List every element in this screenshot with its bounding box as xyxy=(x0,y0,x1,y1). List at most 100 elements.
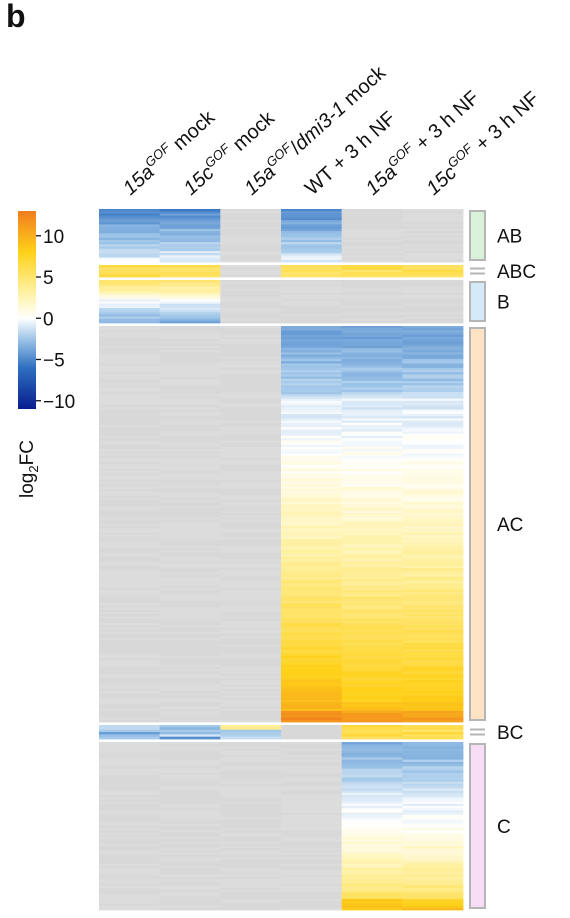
heatmap-cell xyxy=(220,546,282,549)
heatmap-cell xyxy=(341,517,403,520)
heatmap-cell xyxy=(159,528,221,531)
heatmap-cell xyxy=(281,779,343,783)
heatmap-cell xyxy=(220,239,282,243)
heatmap-cell xyxy=(281,658,343,661)
heatmap-cell xyxy=(99,535,161,538)
heatmap-cell xyxy=(402,579,464,582)
heatmap-cell xyxy=(220,823,282,827)
heatmap-cell xyxy=(99,286,161,289)
heatmap-cell xyxy=(159,239,221,243)
heatmap-cell xyxy=(402,872,464,876)
heatmap-cell xyxy=(402,750,464,754)
heatmap-cell xyxy=(281,903,343,906)
heatmap-cell xyxy=(341,504,403,507)
heatmap-cell xyxy=(99,826,161,829)
heatmap-cell xyxy=(281,389,343,393)
heatmap-cell xyxy=(220,407,282,410)
heatmap-cell xyxy=(220,361,282,364)
heatmap-cell xyxy=(341,409,403,413)
heatmap-cell xyxy=(402,689,464,692)
heatmap-cell xyxy=(159,883,221,887)
heatmap-cell xyxy=(402,548,464,551)
heatmap-cell xyxy=(159,748,221,752)
heatmap-cell xyxy=(402,475,464,479)
heatmap-cell xyxy=(220,766,282,769)
heatmap-cell xyxy=(281,374,343,377)
heatmap-cell xyxy=(159,803,221,807)
heatmap-cell xyxy=(159,814,221,818)
heatmap-cell xyxy=(281,901,343,904)
heatmap-cell xyxy=(220,647,282,650)
heatmap-cell xyxy=(220,475,282,479)
heatmap-cell xyxy=(402,290,464,294)
heatmap-cell xyxy=(220,541,282,545)
heatmap-cell xyxy=(281,411,343,415)
heatmap-cell xyxy=(341,248,403,252)
heatmap-cell xyxy=(159,477,221,481)
heatmap-cell xyxy=(402,695,464,699)
heatmap-cell xyxy=(99,797,161,800)
heatmap-cell xyxy=(281,634,343,637)
heatmap-cell xyxy=(341,458,403,461)
heatmap-cell xyxy=(220,863,282,867)
heatmap-cell xyxy=(159,658,221,661)
heatmap-cell xyxy=(281,508,343,512)
heatmap-cell xyxy=(159,850,221,853)
heatmap-cell xyxy=(220,592,282,595)
heatmap-cell xyxy=(159,466,221,470)
heatmap-cell xyxy=(220,326,282,329)
heatmap-cell xyxy=(402,363,464,366)
heatmap-cell xyxy=(402,601,464,604)
heatmap-cell xyxy=(220,348,282,351)
heatmap-cell xyxy=(99,744,161,747)
heatmap-cell xyxy=(341,471,403,474)
heatmap-cell xyxy=(220,892,282,895)
heatmap-cell xyxy=(402,874,464,878)
heatmap-cell xyxy=(159,425,221,428)
heatmap-cell xyxy=(220,660,282,663)
heatmap-cell xyxy=(159,458,221,461)
heatmap-cell xyxy=(281,367,343,371)
heatmap-cell xyxy=(281,744,343,747)
heatmap-cell xyxy=(220,226,282,230)
heatmap-cell xyxy=(402,859,464,862)
heatmap-cell xyxy=(99,607,161,611)
heatmap-cell xyxy=(281,725,343,728)
heatmap-cell xyxy=(402,881,464,884)
heatmap-cell xyxy=(402,473,464,476)
heatmap-cell xyxy=(99,812,161,816)
heatmap-cell xyxy=(99,326,161,329)
heatmap-cell xyxy=(402,559,464,562)
heatmap-cell xyxy=(99,647,161,650)
heatmap-cell xyxy=(159,708,221,712)
heatmap-cell xyxy=(281,248,343,252)
heatmap-cell xyxy=(220,574,282,578)
heatmap-cell xyxy=(159,594,221,597)
heatmap-cell xyxy=(341,320,403,324)
heatmap-cell xyxy=(99,784,161,787)
heatmap-cell xyxy=(99,272,161,275)
heatmap-cell xyxy=(99,521,161,525)
heatmap-cell xyxy=(99,392,161,395)
heatmap-cell xyxy=(99,609,161,613)
heatmap-cell xyxy=(281,244,343,247)
heatmap-cell xyxy=(341,852,403,856)
heatmap-cell xyxy=(402,823,464,827)
heatmap-cell xyxy=(341,623,403,626)
heatmap-cell xyxy=(220,242,282,245)
heatmap-cell xyxy=(281,215,343,219)
heatmap-cell xyxy=(281,819,343,822)
heatmap-cell xyxy=(402,609,464,613)
heatmap-cell xyxy=(281,852,343,856)
heatmap-cell xyxy=(220,334,282,338)
heatmap-cell xyxy=(402,605,464,608)
heatmap-cell xyxy=(220,477,282,481)
heatmap-cell xyxy=(220,274,282,278)
heatmap-cell xyxy=(159,680,221,683)
heatmap-cell xyxy=(220,746,282,750)
heatmap-cell xyxy=(281,664,343,668)
heatmap-cell xyxy=(341,671,403,674)
heatmap-cell xyxy=(402,817,464,820)
heatmap-cell xyxy=(402,295,464,298)
